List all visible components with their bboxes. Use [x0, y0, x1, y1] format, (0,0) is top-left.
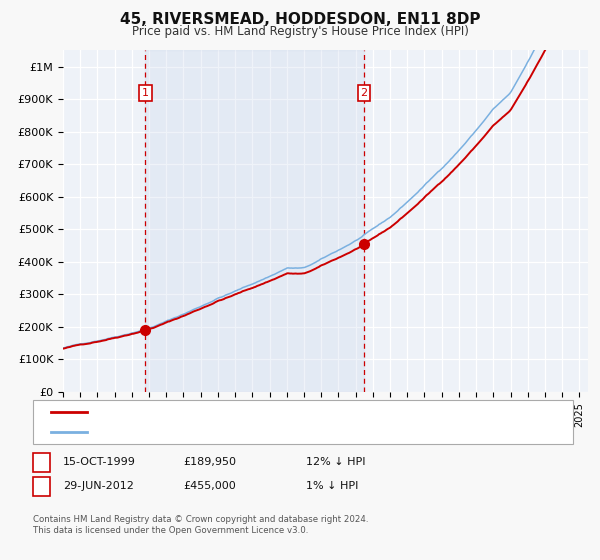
Text: £189,950: £189,950: [183, 458, 236, 467]
Text: 45, RIVERSMEAD, HODDESDON, EN11 8DP (detached house): 45, RIVERSMEAD, HODDESDON, EN11 8DP (det…: [94, 407, 411, 417]
Text: Contains HM Land Registry data © Crown copyright and database right 2024.: Contains HM Land Registry data © Crown c…: [33, 515, 368, 524]
Text: 29-JUN-2012: 29-JUN-2012: [63, 482, 134, 491]
Text: 1: 1: [142, 88, 149, 98]
Text: 12% ↓ HPI: 12% ↓ HPI: [306, 458, 365, 467]
Text: 2: 2: [361, 88, 368, 98]
Text: This data is licensed under the Open Government Licence v3.0.: This data is licensed under the Open Gov…: [33, 526, 308, 535]
Text: 1% ↓ HPI: 1% ↓ HPI: [306, 482, 358, 491]
Text: £455,000: £455,000: [183, 482, 236, 491]
Text: 45, RIVERSMEAD, HODDESDON, EN11 8DP: 45, RIVERSMEAD, HODDESDON, EN11 8DP: [120, 12, 480, 27]
Text: HPI: Average price, detached house, Broxbourne: HPI: Average price, detached house, Brox…: [94, 427, 347, 437]
Text: 1: 1: [38, 458, 45, 467]
Text: 15-OCT-1999: 15-OCT-1999: [63, 458, 136, 467]
Text: 2: 2: [38, 482, 45, 491]
Text: Price paid vs. HM Land Registry's House Price Index (HPI): Price paid vs. HM Land Registry's House …: [131, 25, 469, 38]
Bar: [145, 50, 364, 392]
